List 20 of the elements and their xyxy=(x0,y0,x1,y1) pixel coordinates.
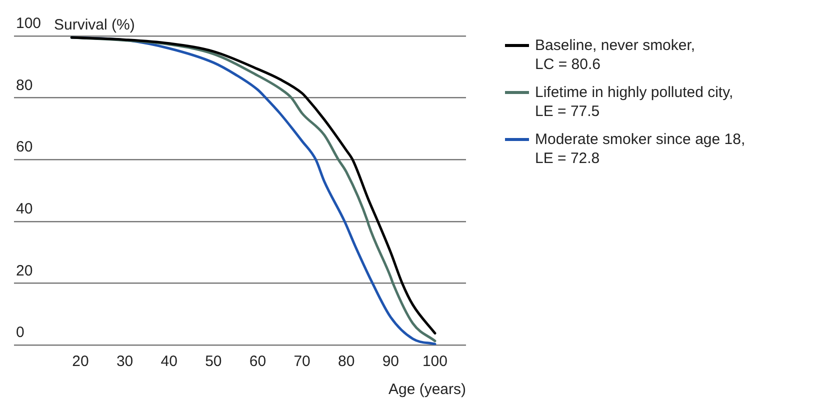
x-tick-label: 90 xyxy=(382,353,400,370)
x-tick-label: 80 xyxy=(338,353,355,370)
x-tick-label: 60 xyxy=(249,353,266,370)
x-tick-label: 100 xyxy=(422,353,448,370)
y-axis-title: Survival (%) xyxy=(54,16,135,34)
y-tick-label: 40 xyxy=(16,200,33,218)
x-axis-title: Age (years) xyxy=(388,381,466,398)
x-tick-label: 70 xyxy=(294,353,310,370)
legend-label: Baseline, never smoker, LC = 80.6 xyxy=(535,37,696,73)
x-tick-label: 20 xyxy=(72,353,89,370)
legend-label: Moderate smoker since age 18, LE = 72.8 xyxy=(535,131,746,167)
y-tick-label: 100 xyxy=(16,15,42,32)
y-tick-label: 80 xyxy=(16,76,33,94)
x-tick-label: 30 xyxy=(116,353,134,370)
x-tick-label: 50 xyxy=(205,353,222,370)
y-tick-label: 60 xyxy=(16,138,33,156)
y-tick-label: 0 xyxy=(16,324,24,342)
legend-label: Lifetime in highly polluted city, LE = 77.5 xyxy=(535,84,734,120)
x-tick-label: 40 xyxy=(160,353,178,370)
y-tick-label: 20 xyxy=(16,262,33,280)
